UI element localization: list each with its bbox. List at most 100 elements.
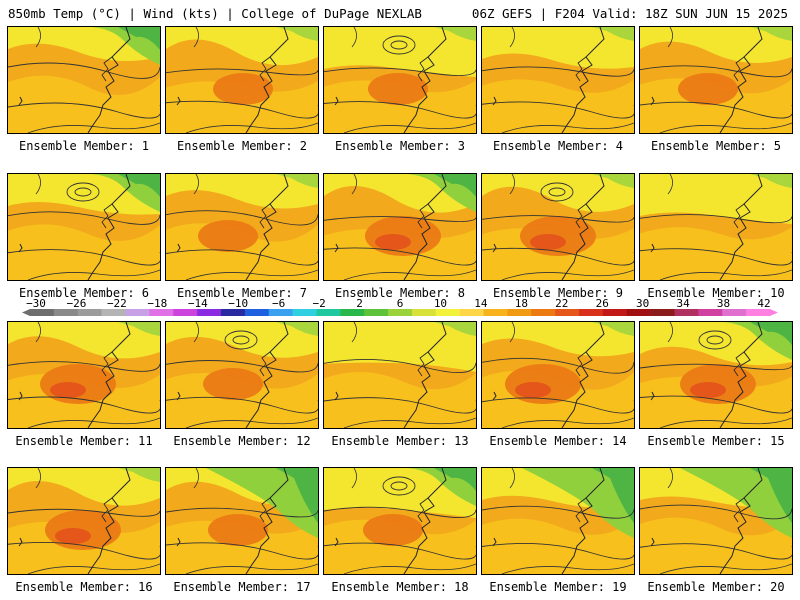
colorbar-swatch [340, 309, 365, 316]
member-map-panel [7, 173, 161, 281]
colorbar-swatch [507, 309, 532, 316]
colorbar-tick-label: −14 [187, 297, 208, 310]
member-map-panel [165, 467, 319, 575]
colorbar-swatch [316, 309, 341, 316]
colorbar-swatch [746, 309, 771, 316]
member-map-panel [165, 26, 319, 134]
colorbar-tick-label: 34 [676, 297, 690, 310]
member-label: Ensemble Member: 1 [18, 139, 150, 153]
colorbar-swatch [722, 309, 747, 316]
colorbar-swatch [650, 309, 675, 316]
member-map [482, 322, 634, 428]
member-map [166, 468, 318, 574]
colorbar-tick-label: 6 [396, 297, 404, 310]
colorbar-swatch [244, 309, 270, 316]
colorbar-swatch [579, 309, 604, 316]
member-map [482, 174, 634, 280]
member-label: Ensemble Member: 5 [650, 139, 782, 153]
member-label: Ensemble Member: 19 [489, 580, 627, 594]
colorbar-tick-label: 2 [356, 297, 363, 310]
map-title: 850mb Temp (°C) | Wind (kts) | College o… [8, 6, 422, 21]
member-map-panel [639, 321, 793, 429]
member-map [482, 27, 634, 133]
colorbar-swatch [626, 309, 651, 316]
member-map [482, 468, 634, 574]
colorbar-tick-label: −18 [147, 297, 168, 310]
member-label: Ensemble Member: 18 [331, 580, 469, 594]
colorbar-swatch [483, 309, 508, 316]
member-label: Ensemble Member: 4 [492, 139, 624, 153]
member-map-panel [7, 467, 161, 575]
colorbar-swatch [364, 309, 389, 316]
member-map [8, 468, 160, 574]
colorbar-tick-label: −26 [66, 297, 87, 310]
member-map-panel [7, 26, 161, 134]
colorbar-swatch [674, 309, 699, 316]
member-map [324, 468, 476, 574]
colorbar-tick-label: −22 [106, 297, 127, 310]
member-label: Ensemble Member: 3 [334, 139, 466, 153]
colorbar-swatch [531, 309, 556, 316]
member-map [640, 468, 792, 574]
colorbar-tick-label: 14 [474, 297, 488, 310]
colorbar-tick-label: −30 [26, 297, 46, 310]
member-map [8, 174, 160, 280]
colorbar-swatch [220, 309, 246, 316]
colorbar-swatch [53, 309, 79, 316]
colorbar-swatch [388, 309, 413, 316]
member-label: Ensemble Member: 9 [492, 286, 624, 300]
colorbar-swatch [602, 309, 628, 316]
colorbar-swatch [435, 309, 460, 316]
member-label: Ensemble Member: 16 [15, 580, 153, 594]
colorbar-arrow-left [22, 309, 30, 316]
member-map [324, 27, 476, 133]
colorbar-swatch [698, 309, 723, 316]
member-label: Ensemble Member: 6 [18, 286, 150, 300]
colorbar-tick-label: −6 [272, 297, 286, 310]
colorbar-tick-label: 22 [555, 297, 569, 310]
member-map [8, 27, 160, 133]
temperature-colorbar [22, 309, 778, 316]
colorbar-tick-label: −10 [228, 297, 249, 310]
member-label: Ensemble Member: 20 [647, 580, 785, 594]
member-map-panel [323, 467, 477, 575]
colorbar-tick-label: 38 [716, 297, 731, 310]
member-map-panel [323, 173, 477, 281]
member-map [8, 322, 160, 428]
colorbar-swatch [77, 309, 102, 316]
member-label: Ensemble Member: 12 [173, 434, 311, 448]
member-map-panel [481, 26, 635, 134]
member-map [640, 322, 792, 428]
colorbar-swatch [555, 309, 580, 316]
colorbar-swatch [292, 309, 317, 316]
member-label: Ensemble Member: 17 [173, 580, 311, 594]
member-label: Ensemble Member: 15 [647, 434, 785, 448]
member-label: Ensemble Member: 2 [176, 139, 308, 153]
colorbar-tick-label: 42 [757, 297, 771, 310]
colorbar-tick-label: 10 [433, 297, 448, 310]
run-valid-time: 06Z GEFS | F204 Valid: 18Z SUN JUN 15 20… [471, 6, 788, 21]
member-map-panel [481, 467, 635, 575]
colorbar-tick-label: −2 [312, 297, 326, 310]
colorbar-swatch [411, 309, 437, 316]
member-map [166, 322, 318, 428]
colorbar-swatch [173, 309, 198, 316]
member-label: Ensemble Member: 14 [489, 434, 627, 448]
member-map-panel [639, 173, 793, 281]
member-map-panel [323, 26, 477, 134]
colorbar-swatch [30, 309, 55, 316]
colorbar-swatch [101, 309, 126, 316]
colorbar-arrow-right [770, 309, 778, 316]
member-map [166, 27, 318, 133]
member-map [166, 174, 318, 280]
member-map-panel [639, 26, 793, 134]
colorbar-tick-label: 26 [595, 297, 609, 310]
colorbar-swatch [268, 309, 293, 316]
colorbar-swatch [149, 309, 174, 316]
colorbar-swatch [197, 309, 222, 316]
member-map [640, 174, 792, 280]
member-map-panel [323, 321, 477, 429]
member-map-panel [481, 321, 635, 429]
member-map-panel [165, 173, 319, 281]
member-label: Ensemble Member: 13 [331, 434, 469, 448]
